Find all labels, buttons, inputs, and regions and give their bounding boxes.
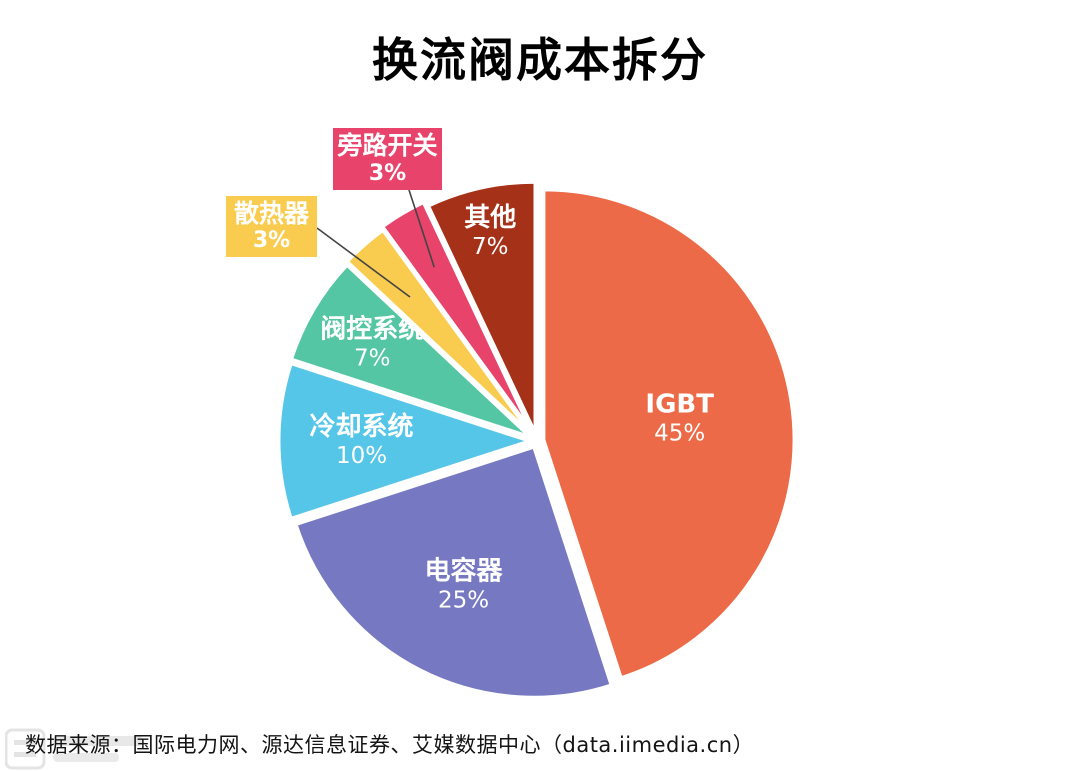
slice-value-capacitor: 25% [438, 587, 489, 613]
watermark-logo [4, 728, 155, 771]
slice-label-other: 其他 [464, 203, 516, 233]
bypass-switch-value-text: 3% [368, 160, 407, 186]
pie-slice-valve-control-system [290, 263, 531, 438]
slice-label-capacitor: 电容器 [424, 555, 503, 586]
slice-value-other: 7% [472, 234, 509, 260]
pie-slice-capacitor [294, 445, 613, 699]
bypass-switch-label-text: 旁路开关 [337, 131, 438, 161]
pie-slice-cooling-system [277, 362, 531, 520]
slice-value-igbt: 45% [654, 420, 705, 446]
leader-line-radiator [316, 227, 411, 298]
pie-slice-other [427, 180, 537, 434]
slice-label-cooling-system: 冷却系统 [309, 411, 413, 442]
source-note: 数据来源：国际电力网、源达信息证券、艾媒数据中心（data.iimedia.cn… [25, 733, 755, 757]
radiator-label-text: 散热器 [233, 198, 309, 228]
pie-slice-radiator [346, 229, 532, 435]
pie-slice-igbt [542, 188, 796, 680]
label-box-radiator: 散热器 3% [226, 196, 317, 257]
slice-label-igbt: IGBT [645, 389, 714, 419]
label-box-bypass-switch: 旁路开关 3% [333, 128, 442, 190]
slice-value-cooling-system: 10% [336, 443, 387, 469]
chart-title: 换流阀成本拆分 [372, 33, 708, 87]
radiator-value-text: 3% [252, 228, 291, 254]
leader-line-bypass-switch [408, 189, 435, 268]
pie-slice-bypass-switch [381, 201, 532, 431]
slice-value-valve-control-system: 7% [354, 346, 391, 372]
